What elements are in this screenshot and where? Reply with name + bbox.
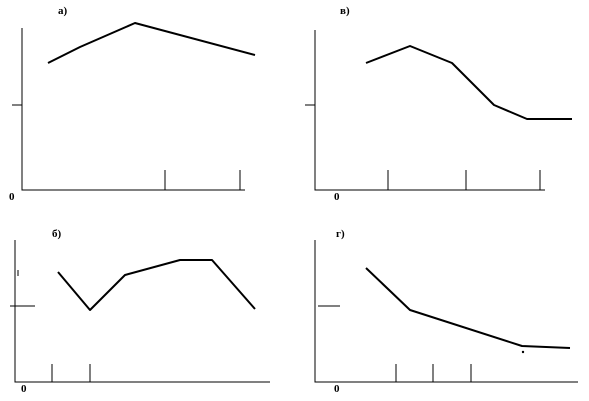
dot bbox=[521, 350, 525, 354]
origin-label: 0 bbox=[9, 191, 15, 203]
curve bbox=[365, 267, 571, 349]
origin-label: 0 bbox=[21, 383, 27, 395]
axes bbox=[12, 28, 245, 191]
panel: а) 0 bbox=[9, 5, 256, 203]
panel: г) 0 bbox=[314, 228, 578, 395]
axes bbox=[314, 240, 578, 383]
panel-label: а) bbox=[58, 5, 68, 17]
curve bbox=[47, 22, 256, 64]
curve bbox=[365, 45, 572, 120]
panel-label: г) bbox=[336, 228, 345, 240]
origin-label: 0 bbox=[334, 383, 340, 395]
panel: в) 0 bbox=[305, 5, 572, 203]
axes bbox=[305, 30, 545, 191]
panel: б) 0 bbox=[10, 228, 270, 395]
panel-label: б) bbox=[52, 228, 62, 240]
axes bbox=[10, 240, 270, 383]
panel-label: в) bbox=[340, 5, 350, 17]
origin-label: 0 bbox=[334, 191, 340, 203]
curve bbox=[57, 259, 256, 311]
